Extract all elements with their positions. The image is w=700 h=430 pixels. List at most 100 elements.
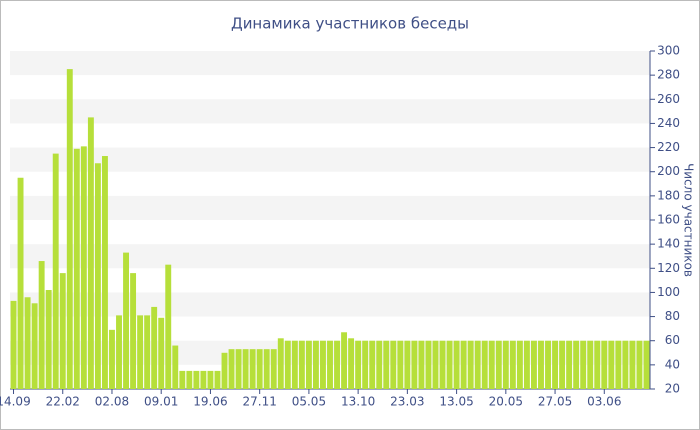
bar (73, 148, 80, 389)
band (10, 244, 650, 269)
bar (334, 340, 340, 389)
bar (615, 340, 622, 389)
y-tick-label: 40 (665, 357, 680, 371)
y-tick-label: 80 (665, 309, 680, 323)
y-tick-label: 220 (657, 140, 680, 154)
chart-title: Динамика участников беседы (231, 15, 469, 33)
band (10, 292, 650, 317)
bar (636, 340, 643, 389)
bar (277, 338, 284, 389)
bar (355, 340, 362, 389)
x-tick-label: 22.02 (46, 395, 80, 409)
bar (45, 290, 52, 389)
bar (242, 349, 249, 389)
bar (404, 340, 411, 389)
y-axis-label: Число участников (682, 163, 696, 277)
y-tick-label: 120 (657, 261, 680, 275)
bar (460, 340, 467, 389)
bar (383, 340, 390, 389)
bar (165, 264, 172, 389)
bar (87, 117, 94, 390)
bar (474, 340, 481, 389)
bar (580, 340, 587, 389)
y-tick-label: 260 (657, 92, 680, 106)
bar (186, 370, 193, 389)
bar (144, 315, 151, 389)
y-tick-label: 20 (665, 382, 680, 396)
y-tick-label: 140 (657, 237, 680, 251)
bar (284, 340, 291, 389)
bar (151, 306, 158, 389)
x-tick-label: 13.10 (341, 395, 375, 409)
bar (552, 340, 559, 389)
bar (172, 345, 179, 389)
bar (130, 273, 137, 389)
bar (481, 340, 488, 389)
bar (390, 340, 397, 389)
x-tick-label: 27.11 (242, 395, 276, 409)
x-tick-label: 02.08 (95, 395, 129, 409)
x-tick-label: 19.06 (193, 395, 227, 409)
bar (446, 340, 453, 389)
bar (531, 340, 537, 389)
bar (601, 340, 608, 389)
bar (228, 349, 235, 389)
bar (17, 177, 24, 389)
y-tick-label: 240 (657, 116, 680, 130)
bar (38, 261, 45, 389)
bar (362, 340, 369, 389)
bar (411, 340, 418, 389)
y-tick-label: 280 (657, 68, 680, 82)
bar (270, 349, 277, 389)
bar (439, 340, 446, 389)
bar (467, 340, 474, 389)
bar (59, 273, 66, 389)
bar (622, 340, 629, 389)
bar (80, 146, 87, 389)
bar (488, 340, 495, 389)
bar (629, 340, 636, 389)
bar (305, 340, 312, 389)
x-tick-label: 03.06 (587, 395, 621, 409)
bar (348, 338, 355, 389)
bar (516, 340, 523, 389)
bar (608, 340, 615, 389)
bar (137, 315, 144, 389)
y-tick-label: 200 (657, 164, 680, 178)
bar (298, 340, 305, 389)
bar (341, 332, 348, 389)
bar (559, 340, 566, 389)
y-tick-label: 180 (657, 188, 680, 202)
x-tick-label: 13.05 (439, 395, 473, 409)
bar (418, 340, 425, 389)
bar (109, 329, 115, 389)
bar (31, 303, 38, 389)
bar (587, 340, 594, 389)
bar (94, 163, 101, 389)
bar (193, 370, 200, 389)
bar (66, 69, 73, 389)
x-tick-label: 27.05 (538, 395, 572, 409)
bar (123, 252, 129, 389)
bar (538, 340, 544, 389)
bar (376, 340, 383, 389)
bar (573, 340, 580, 389)
y-tick-label: 300 (657, 44, 680, 58)
y-tick-label: 160 (657, 213, 680, 227)
bar (397, 340, 404, 389)
bar (320, 340, 326, 389)
x-tick-label: 20.05 (489, 395, 523, 409)
band (10, 99, 650, 124)
bar (312, 340, 319, 389)
bar (235, 349, 242, 389)
bar (263, 349, 270, 389)
bar (425, 340, 432, 389)
bar (369, 340, 376, 389)
bar (566, 340, 573, 389)
bar (453, 340, 460, 389)
bar (249, 349, 256, 389)
band (10, 51, 650, 76)
bar (179, 370, 186, 389)
